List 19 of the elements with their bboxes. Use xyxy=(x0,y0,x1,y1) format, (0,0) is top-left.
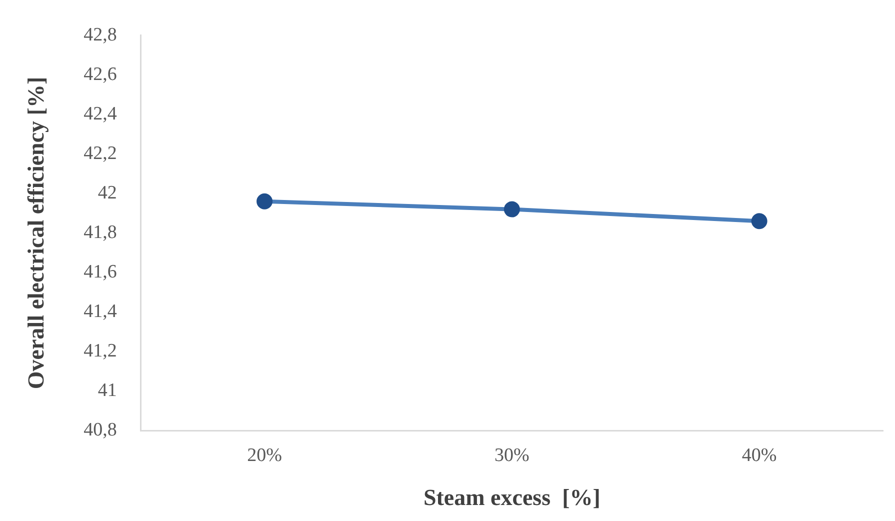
y-tick-label: 41,2 xyxy=(84,340,117,362)
x-axis-title: Steam excess [%] xyxy=(423,485,600,510)
y-tick-label: 42 xyxy=(98,182,117,204)
y-axis-title: Overall electrical efficiency [%] xyxy=(24,76,49,390)
x-tick-label: 20% xyxy=(247,444,282,466)
point xyxy=(504,201,520,218)
point xyxy=(256,193,273,210)
y-tick-label: 41,4 xyxy=(84,301,118,322)
y-tick-label: 42,6 xyxy=(84,64,117,85)
point xyxy=(751,213,768,230)
y-tick-label: 42,8 xyxy=(84,24,117,46)
y-tick-label: 42,4 xyxy=(84,103,118,124)
y-tick-label: 41 xyxy=(98,380,117,402)
y-tick-label: 40,8 xyxy=(84,420,117,441)
y-tick-label: 42,2 xyxy=(84,142,117,164)
x-tick-label: 30% xyxy=(494,444,530,466)
x-tick-label: 40% xyxy=(742,444,777,466)
y-tick-label: 41,8 xyxy=(84,222,117,243)
y-tick-label: 41,6 xyxy=(84,262,117,283)
